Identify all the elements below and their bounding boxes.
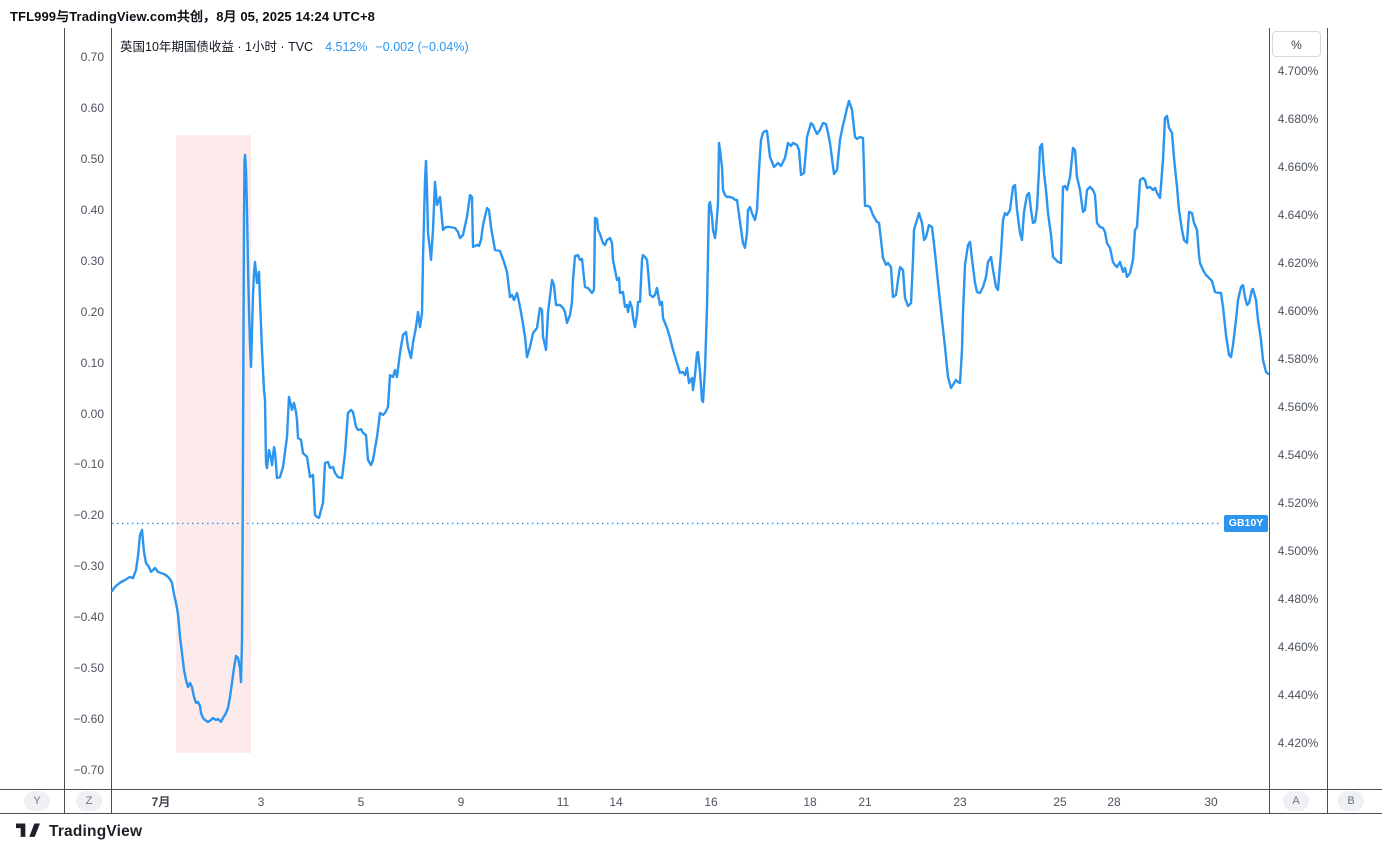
axis-tick-label: 23 bbox=[953, 795, 967, 809]
axis-tick-label: 0.10 bbox=[80, 355, 104, 370]
tradingview-watermark[interactable]: TradingView bbox=[16, 822, 142, 841]
axis-tick-label: 11 bbox=[556, 795, 570, 809]
axis-tick-label: 4.640% bbox=[1277, 208, 1319, 222]
bottom-right-button-b[interactable]: B bbox=[1338, 791, 1364, 811]
axis-tick-label: 30 bbox=[1204, 795, 1218, 809]
axis-tick-label: 4.580% bbox=[1277, 352, 1319, 366]
axis-tick-label: 25 bbox=[1053, 795, 1067, 809]
axis-tick-label: 0.50 bbox=[80, 151, 104, 166]
price-line-series bbox=[110, 99, 1270, 724]
axis-tick-label: 4.620% bbox=[1277, 256, 1319, 270]
axis-tick-label: 0.40 bbox=[80, 202, 104, 217]
axis-tick-label: −0.40 bbox=[73, 610, 104, 625]
axis-tick-label: 18 bbox=[803, 795, 817, 809]
axis-tick-label: 0.20 bbox=[80, 304, 104, 319]
axis-tick-label: 4.700% bbox=[1277, 64, 1319, 78]
axis-tick-label: −0.10 bbox=[73, 457, 104, 472]
axis-tick-label: 16 bbox=[704, 795, 718, 809]
percent-scale-button[interactable]: % bbox=[1272, 31, 1321, 57]
axis-tick-label: 0.30 bbox=[80, 253, 104, 268]
tradingview-logo-icon bbox=[16, 823, 40, 837]
axis-tick-label: 4.680% bbox=[1277, 112, 1319, 126]
axis-tick-label: 7月 bbox=[151, 795, 171, 809]
axis-tick-label: −0.70 bbox=[73, 763, 104, 778]
axis-tick-label: 4.540% bbox=[1277, 448, 1319, 462]
axis-tick-label: 0.70 bbox=[80, 50, 104, 64]
bottom-left-button-z[interactable]: Z bbox=[76, 791, 102, 811]
axis-tick-label: 4.460% bbox=[1277, 640, 1319, 654]
axis-tick-label: 28 bbox=[1107, 795, 1121, 809]
attribution-text: TFL999与TradingView.com共创，8月 05, 2025 14:… bbox=[10, 9, 375, 24]
last-price-value: 4.512% bbox=[325, 40, 368, 54]
symbol-title[interactable]: 英国10年期国债收益 · 1小时 · TVC bbox=[120, 40, 314, 54]
axis-tick-label: 21 bbox=[858, 795, 872, 809]
axis-tick-label: 4.660% bbox=[1277, 160, 1319, 174]
axis-tick-label: 4.520% bbox=[1277, 496, 1319, 510]
axis-tick-label: 5 bbox=[357, 795, 365, 809]
axis-tick-label: 9 bbox=[457, 795, 465, 809]
axis-tick-label: 3 bbox=[257, 795, 265, 809]
price-change-value: −0.002 (−0.04%) bbox=[375, 40, 469, 54]
axis-tick-label: 4.500% bbox=[1277, 544, 1319, 558]
axis-tick-label: 4.560% bbox=[1277, 400, 1319, 414]
axis-tick-label: −0.30 bbox=[73, 559, 104, 574]
axis-tick-label: 0.00 bbox=[80, 406, 104, 421]
price-line-label-badge[interactable]: GB10Y bbox=[1224, 514, 1268, 532]
bottom-right-button-a[interactable]: A bbox=[1283, 791, 1309, 811]
chart-legend[interactable]: 英国10年期国债收益 · 1小时 · TVC 4.512% −0.002 (−0.0… bbox=[120, 36, 469, 55]
tradingview-logo-text: TradingView bbox=[49, 822, 143, 840]
axis-tick-label: −0.20 bbox=[73, 508, 104, 523]
axis-tick-label: 0.60 bbox=[80, 100, 104, 115]
axis-tick-label: −0.60 bbox=[73, 712, 104, 727]
axis-tick-label: 14 bbox=[609, 795, 623, 809]
axis-tick-label: 4.600% bbox=[1277, 304, 1319, 318]
bottom-left-button-y[interactable]: Y bbox=[24, 791, 50, 811]
axis-tick-label: 4.420% bbox=[1277, 736, 1319, 750]
axis-tick-label: 4.480% bbox=[1277, 592, 1319, 606]
axis-tick-label: 4.440% bbox=[1277, 688, 1319, 702]
axis-tick-label: −0.50 bbox=[73, 661, 104, 676]
